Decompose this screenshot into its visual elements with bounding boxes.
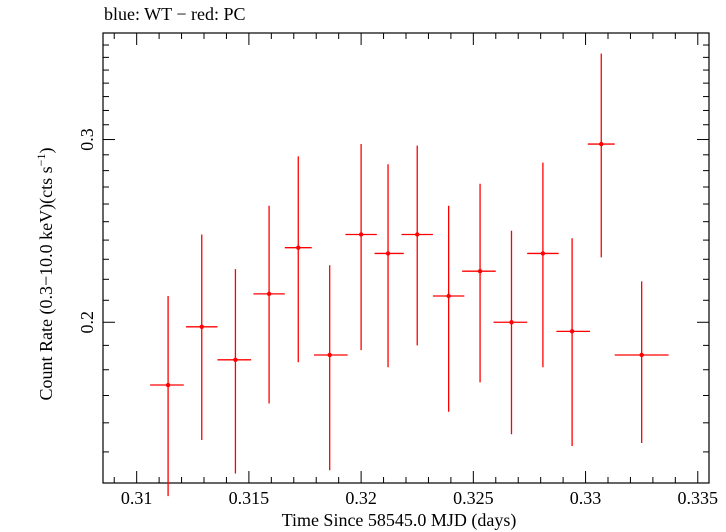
data-point bbox=[462, 183, 496, 383]
x-axis-label: Time Since 58545.0 MJD (days) bbox=[282, 510, 517, 531]
x-tick-label: 0.33 bbox=[570, 488, 602, 508]
data-point bbox=[614, 281, 669, 443]
chart-title: blue: WT − red: PC bbox=[104, 4, 246, 24]
data-point bbox=[345, 144, 377, 351]
data-point bbox=[284, 156, 312, 363]
data-point bbox=[150, 296, 184, 497]
y-tick-label: 0.3 bbox=[77, 128, 97, 151]
data-point bbox=[587, 53, 615, 258]
point-marker bbox=[385, 251, 391, 256]
point-marker bbox=[415, 232, 420, 237]
plot-frame bbox=[102, 32, 710, 484]
data-point bbox=[493, 230, 528, 435]
x-tick-label: 0.32 bbox=[345, 488, 377, 508]
x-tick-label: 0.325 bbox=[453, 488, 494, 508]
point-marker bbox=[199, 324, 204, 329]
point-marker bbox=[165, 382, 171, 388]
data-point bbox=[527, 162, 559, 368]
point-marker bbox=[327, 352, 332, 358]
point-marker bbox=[509, 320, 514, 325]
data-point bbox=[374, 164, 404, 368]
data-point bbox=[186, 234, 218, 441]
y-tick-labels: 0.2 0.3 bbox=[77, 128, 97, 333]
point-marker bbox=[639, 352, 644, 358]
data-point bbox=[313, 265, 348, 471]
point-marker bbox=[477, 268, 483, 274]
point-marker bbox=[266, 291, 272, 297]
x-tick-label: 0.31 bbox=[121, 488, 153, 508]
data-point bbox=[556, 238, 591, 446]
point-marker bbox=[540, 251, 546, 256]
point-marker bbox=[569, 329, 575, 334]
data-point bbox=[253, 205, 285, 404]
point-marker bbox=[233, 357, 238, 363]
point-marker bbox=[599, 141, 604, 147]
data-point bbox=[217, 269, 252, 474]
point-marker bbox=[296, 245, 301, 250]
axis-ticks bbox=[103, 32, 709, 483]
x-tick-labels: 0.31 0.315 0.32 0.325 0.33 0.335 bbox=[121, 488, 718, 508]
y-axis-label-sup: −1 bbox=[34, 154, 48, 167]
y-axis-label-close: ) bbox=[36, 148, 57, 154]
data-points bbox=[150, 53, 669, 497]
x-tick-label: 0.335 bbox=[678, 488, 719, 508]
data-point bbox=[401, 145, 433, 346]
y-axis-label-main: Count Rate (0.3−10.0 keV)(cts s bbox=[36, 166, 57, 400]
y-axis-label: Count Rate (0.3−10.0 keV)(cts s−1) bbox=[34, 148, 57, 401]
point-marker bbox=[446, 293, 451, 299]
y-tick-label: 0.2 bbox=[77, 311, 97, 334]
point-marker bbox=[358, 232, 364, 237]
x-tick-label: 0.315 bbox=[229, 488, 270, 508]
data-point bbox=[432, 205, 465, 412]
